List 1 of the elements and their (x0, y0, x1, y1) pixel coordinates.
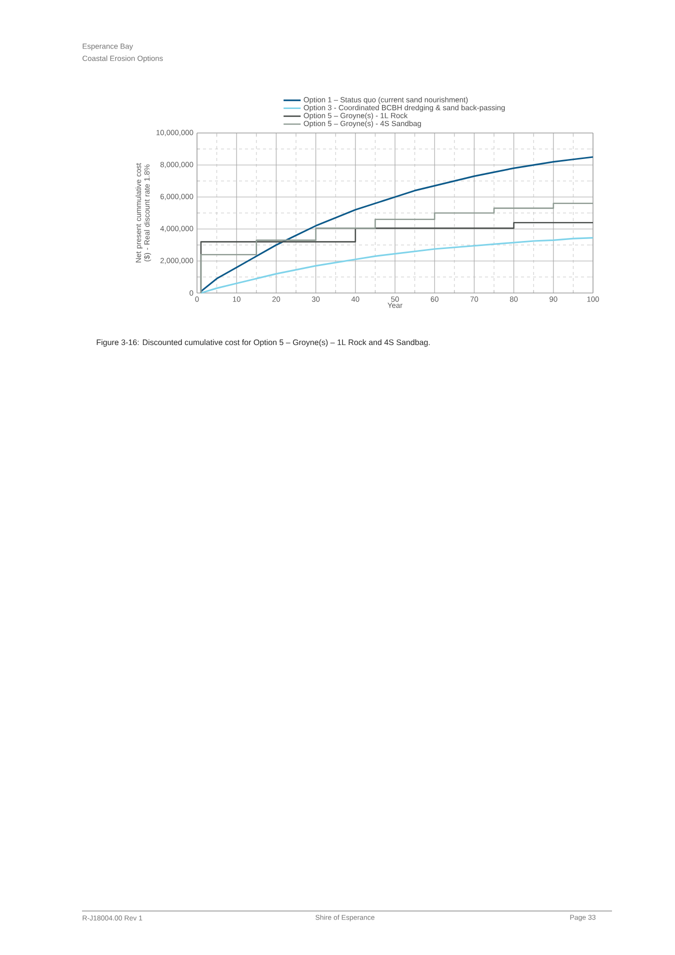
caption: Figure 3-16: Discounted cumulative cost for Option 5 – Groyne(s) – 1L Rock and 4S Sandbag. (96, 339, 430, 347)
